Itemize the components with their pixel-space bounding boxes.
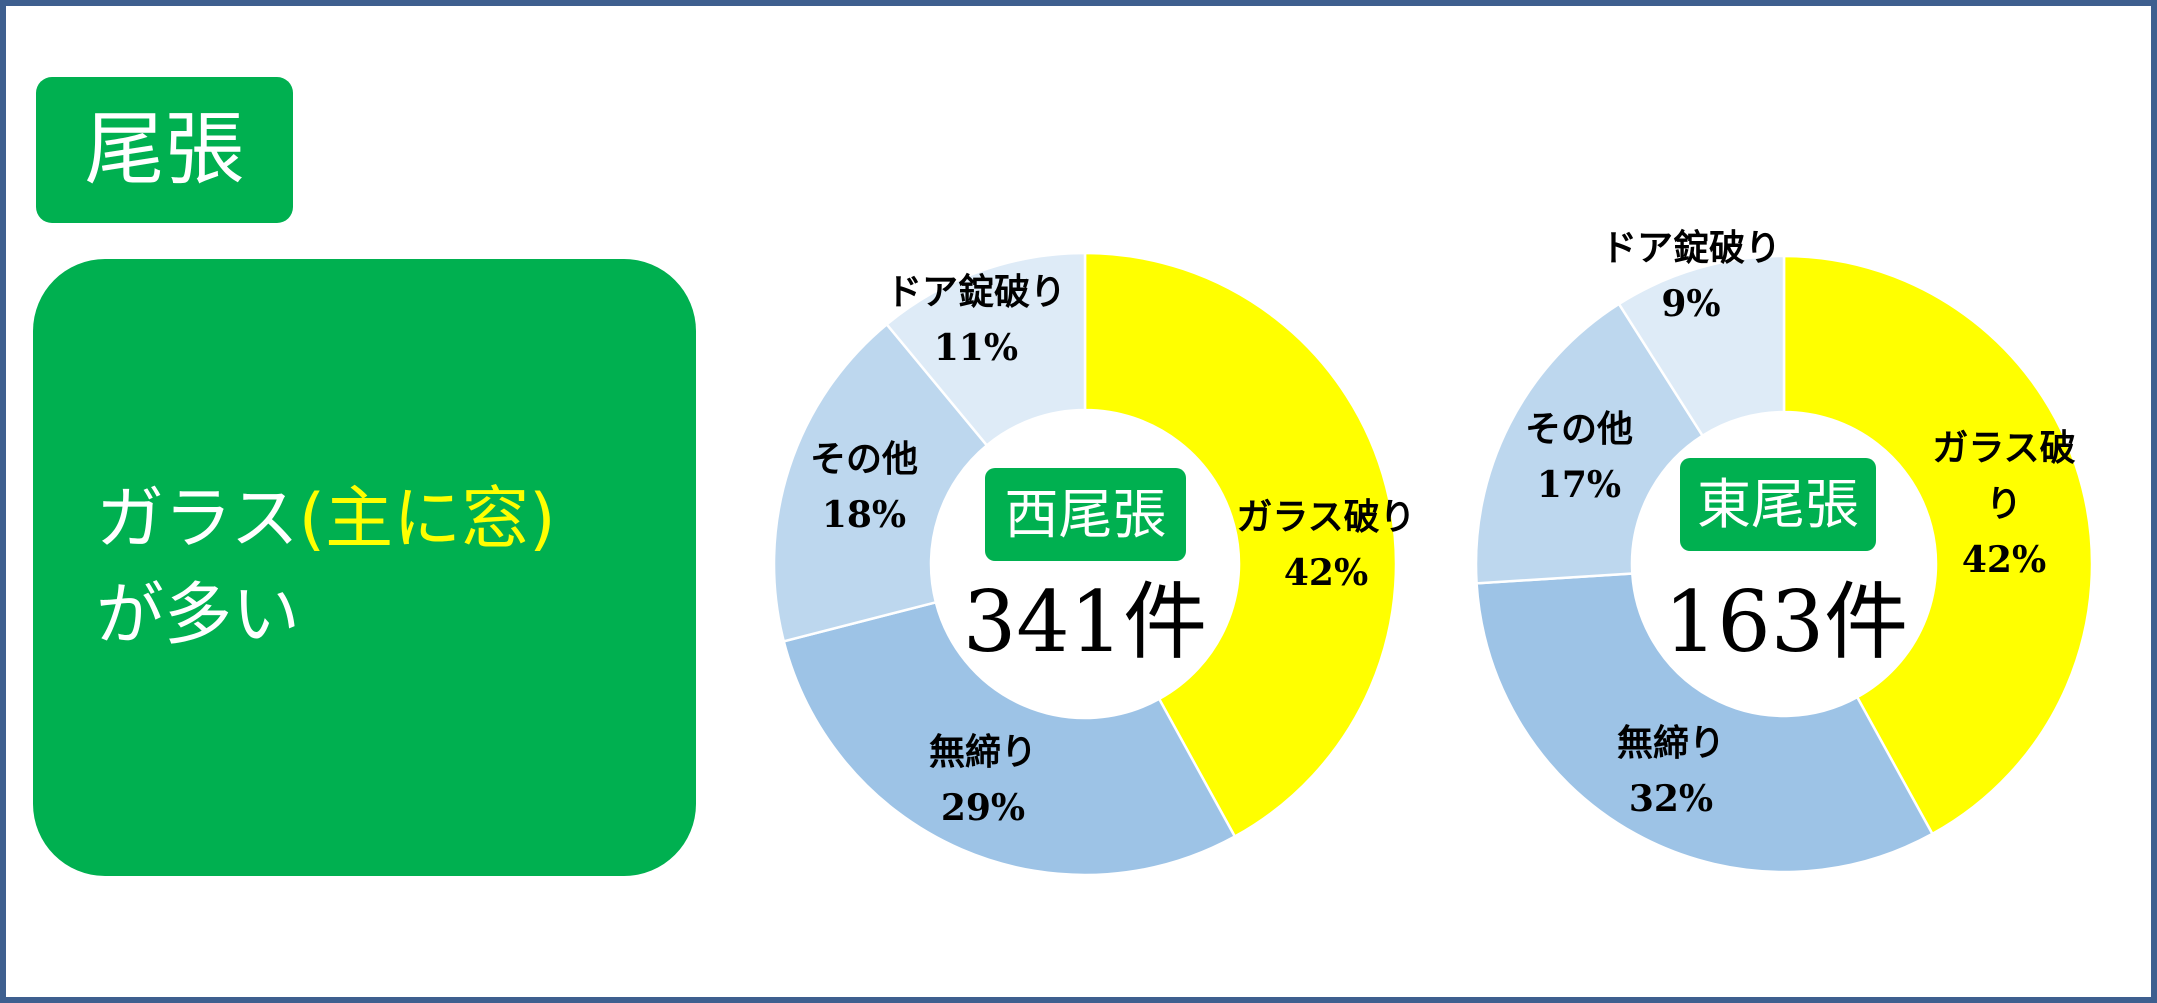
donut-slice-west-unlocked bbox=[782, 600, 1237, 877]
data-label-category: ドア錠破り bbox=[885, 271, 1067, 313]
data-label-category: ドア錠破り bbox=[1600, 227, 1782, 269]
donut-slice-west-other bbox=[772, 322, 989, 643]
data-label-category: 無締り bbox=[1616, 722, 1726, 764]
donut-slice-west-glass-break bbox=[1083, 251, 1398, 839]
summary-line-2: が多い bbox=[96, 568, 556, 664]
data-label-value: 42% bbox=[1283, 552, 1369, 594]
data-label-category: その他 bbox=[809, 438, 919, 480]
data-label-east-other: その他 17% bbox=[1525, 401, 1633, 513]
summary-box: ガラス(主に窓) が多い bbox=[33, 259, 696, 876]
data-label-category: ガラス破り bbox=[1932, 427, 2076, 525]
data-label-west-glass-break: ガラス破り 42% bbox=[1236, 489, 1415, 601]
data-label-value: 42% bbox=[1961, 539, 2047, 581]
data-label-west-unlocked: 無締り 29% bbox=[929, 724, 1037, 836]
data-label-category: その他 bbox=[1524, 408, 1634, 450]
chart-center-label-east: 東尾張 bbox=[1680, 458, 1876, 551]
donut-slice-east-door-lock-break bbox=[1617, 254, 1786, 438]
chart-center-label-west: 西尾張 bbox=[985, 468, 1186, 561]
data-label-value: 32% bbox=[1628, 778, 1714, 820]
data-label-value: 29% bbox=[940, 787, 1026, 829]
donut-slice-east-other bbox=[1474, 302, 1705, 585]
summary-highlight: (主に窓) bbox=[298, 480, 556, 559]
summary-tail: が多い bbox=[96, 576, 301, 655]
donut-slice-west-door-lock-break bbox=[885, 251, 1087, 448]
summary-lead: ガラス bbox=[96, 480, 299, 559]
data-label-east-glass-break: ガラス破り 42% bbox=[1929, 420, 2079, 588]
region-tag: 尾張 bbox=[36, 77, 293, 223]
data-label-west-door-lock-break: ドア錠破り 11% bbox=[886, 264, 1066, 376]
chart-total-west: 341件 bbox=[962, 573, 1208, 671]
data-label-value: 9% bbox=[1661, 283, 1721, 325]
donut-chart-east bbox=[1474, 254, 2094, 874]
data-label-category: 無締り bbox=[928, 731, 1038, 773]
data-label-east-door-lock-break: ドア錠破り 9% bbox=[1601, 220, 1781, 332]
summary-text: ガラス(主に窓) が多い bbox=[96, 472, 556, 664]
data-label-west-other: その他 18% bbox=[810, 431, 918, 543]
donut-slice-east-unlocked bbox=[1475, 572, 1935, 874]
data-label-value: 17% bbox=[1536, 464, 1622, 506]
data-label-value: 11% bbox=[933, 327, 1019, 369]
data-label-category: ガラス破り bbox=[1236, 496, 1416, 538]
donut-slice-east-glass-break bbox=[1782, 254, 2094, 836]
data-label-east-unlocked: 無締り 32% bbox=[1617, 715, 1725, 827]
data-label-value: 18% bbox=[821, 494, 907, 536]
chart-total-east: 163件 bbox=[1663, 573, 1909, 671]
summary-line-1: ガラス(主に窓) bbox=[96, 472, 556, 568]
donut-chart-west bbox=[772, 251, 1398, 877]
